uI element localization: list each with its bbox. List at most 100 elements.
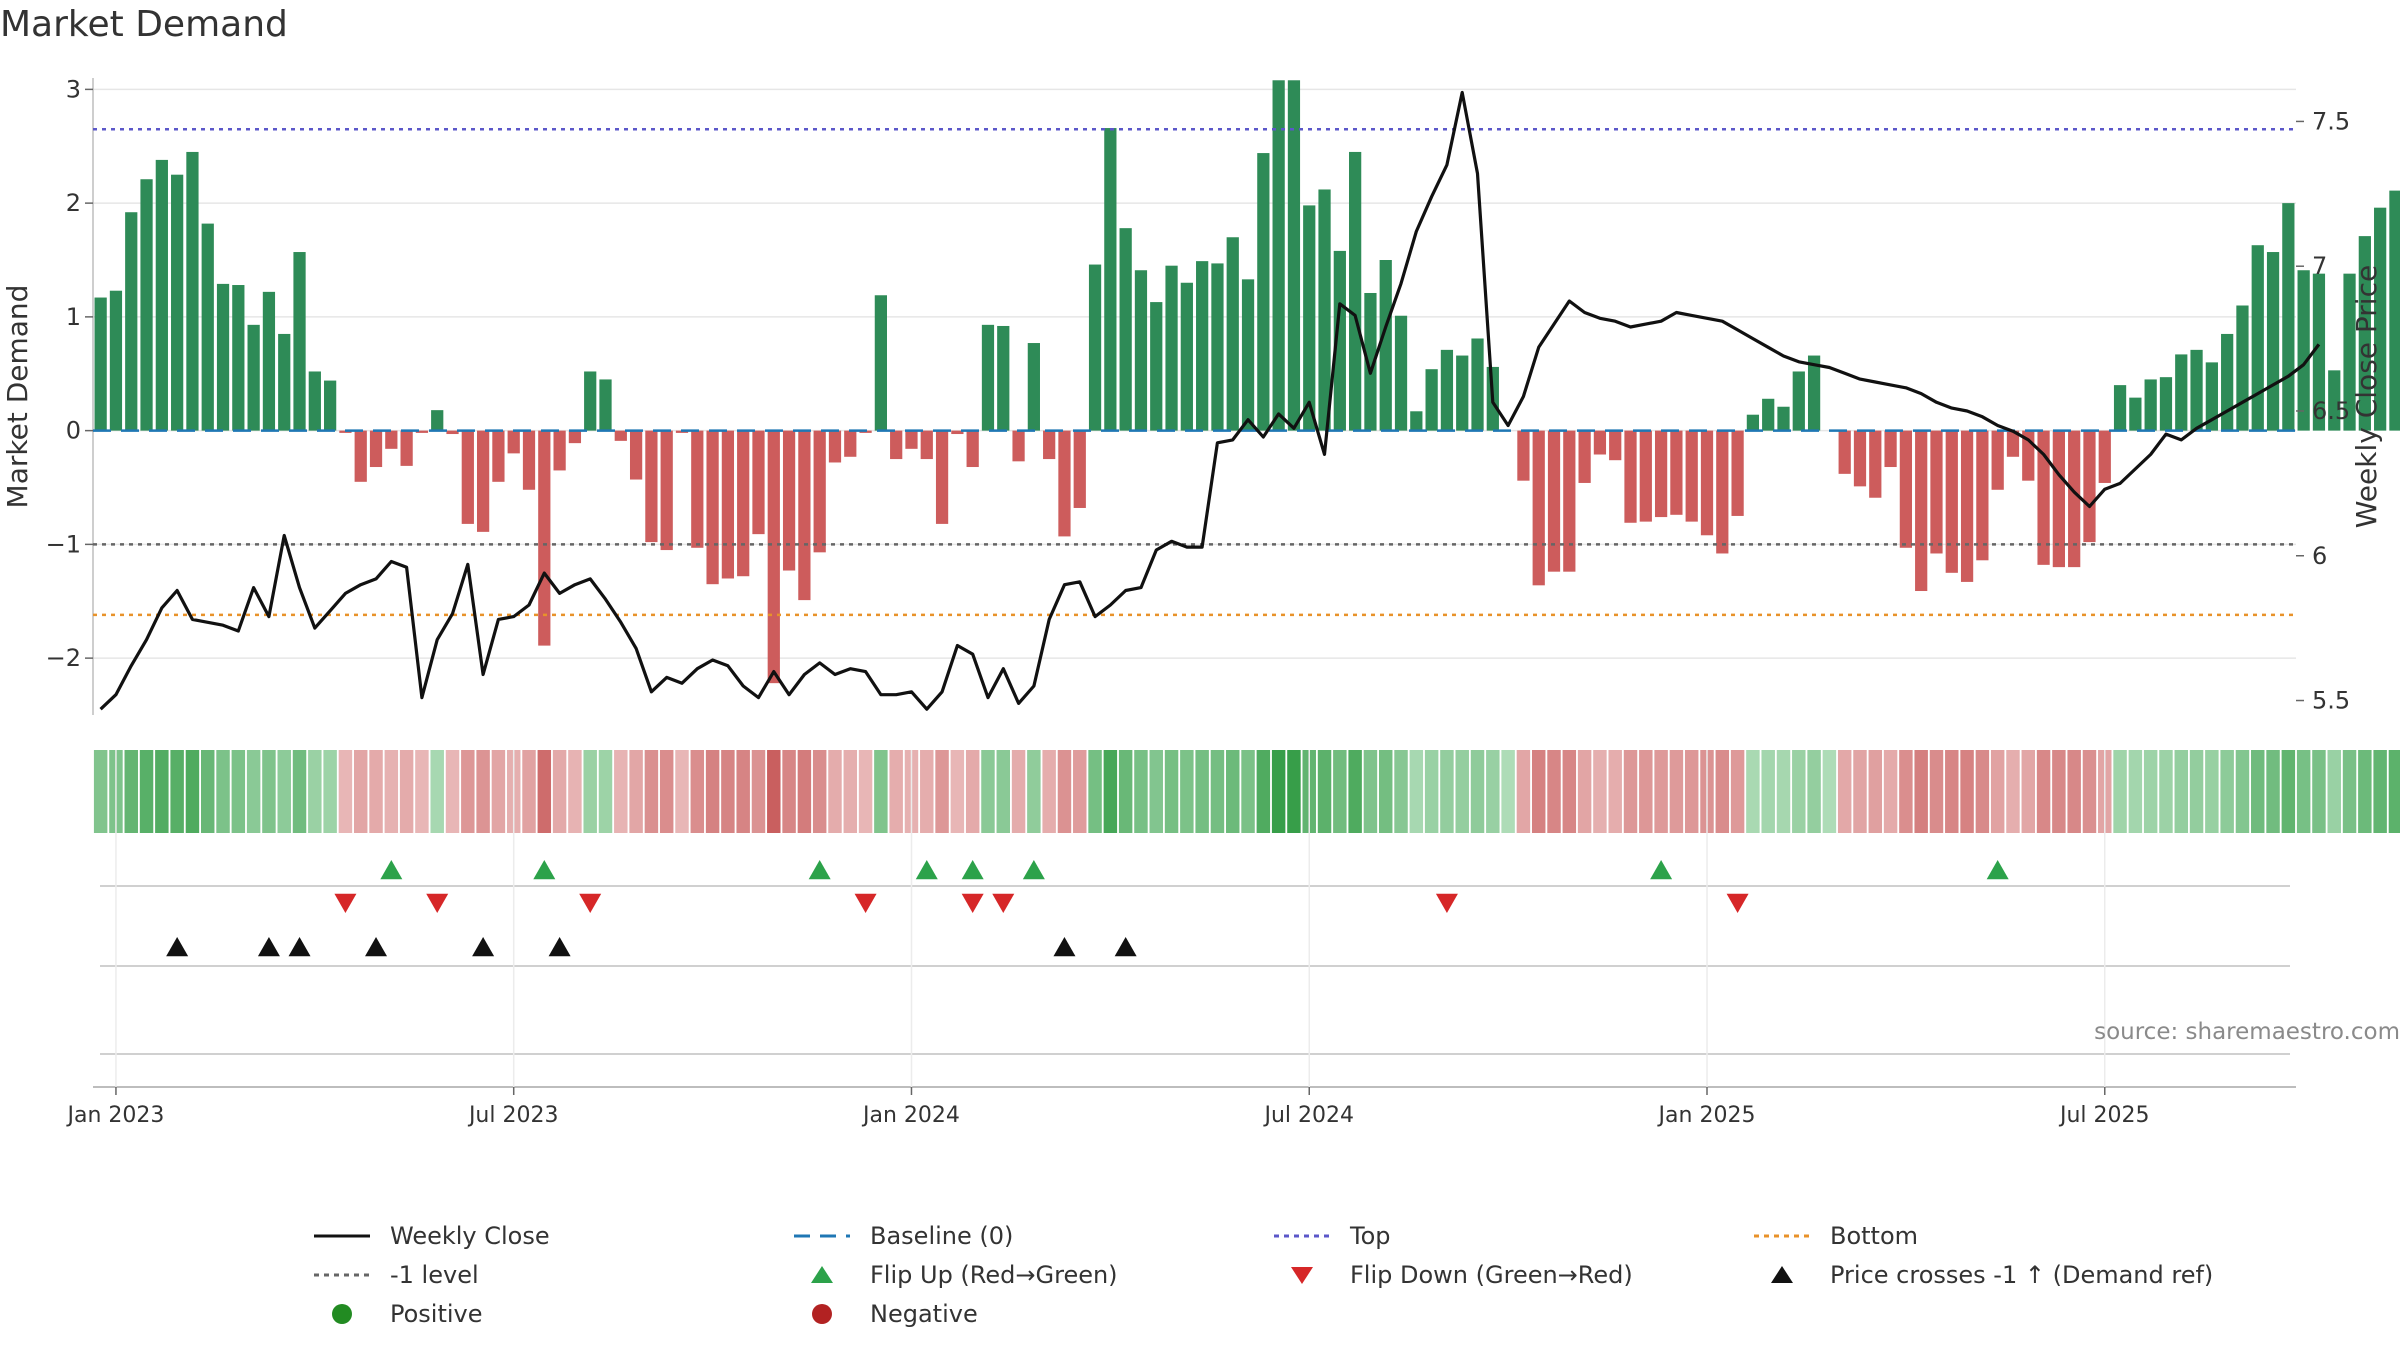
heat-strip-cell xyxy=(1379,750,1393,833)
price-cross-marker xyxy=(166,937,189,957)
heat-strip-cell xyxy=(1761,750,1775,833)
right-tick-label: 7 xyxy=(2312,252,2327,280)
heat-strip-cell xyxy=(1486,750,1500,833)
right-tick-label: 6.5 xyxy=(2312,397,2350,425)
heat-strip-cell xyxy=(308,750,322,833)
positive-demand-bar xyxy=(599,379,612,431)
negative-demand-bar xyxy=(1960,430,1974,582)
positive-demand-bar xyxy=(1762,398,1775,431)
flip-up-marker xyxy=(1022,860,1045,880)
heat-strip-cell xyxy=(2220,750,2234,833)
negative-demand-bar xyxy=(798,430,811,601)
positive-demand-bar xyxy=(1257,153,1270,431)
flip-up-marker xyxy=(808,860,831,880)
positive-demand-bar xyxy=(1410,411,1423,431)
left-tick-label: 2 xyxy=(66,189,81,217)
negative-demand-bar xyxy=(1012,430,1025,462)
positive-demand-bar xyxy=(2343,273,2356,431)
x-tick-label: Jan 2024 xyxy=(861,1103,960,1128)
heat-strip-cell xyxy=(2373,750,2387,833)
heat-strip-cell xyxy=(675,750,689,833)
positive-demand-bar xyxy=(997,325,1010,431)
positive-demand-bar xyxy=(874,295,887,431)
right-tick-label: 5.5 xyxy=(2312,687,2350,715)
positive-demand-bar xyxy=(171,174,184,431)
positive-demand-bar xyxy=(1287,80,1301,431)
negative-demand-bar xyxy=(890,430,903,460)
negative-demand-bar xyxy=(1915,430,1928,592)
left-axis-title: Market Demand xyxy=(1,285,34,509)
flip-up-marker xyxy=(915,860,938,880)
positive-demand-bar xyxy=(1440,349,1454,431)
negative-demand-bar xyxy=(415,430,429,433)
positive-demand-bar xyxy=(1088,264,1102,431)
negative-demand-bar xyxy=(1639,430,1652,522)
heat-strip-cell xyxy=(1684,750,1699,833)
negative-demand-bar xyxy=(354,430,367,482)
positive-demand-bar xyxy=(431,410,444,431)
positive-demand-bar xyxy=(1364,292,1377,431)
negative-demand-bar xyxy=(476,430,490,532)
negative-demand-bar xyxy=(1884,430,1897,468)
positive-demand-bar xyxy=(1807,355,1821,431)
negative-demand-bar xyxy=(782,430,796,571)
heat-strip-cell xyxy=(445,750,460,833)
heat-strip-cell xyxy=(1440,750,1454,833)
heat-strip-cell xyxy=(323,750,337,833)
positive-demand-bar xyxy=(278,333,291,431)
negative-demand-bar xyxy=(1976,430,1989,561)
negative-demand-bar xyxy=(2083,430,2096,543)
negative-demand-bar xyxy=(920,430,933,460)
positive-demand-bar xyxy=(1027,343,1040,431)
heat-strip-cell xyxy=(1118,750,1133,833)
chart-title: Market Demand xyxy=(0,4,288,45)
heat-strip-cell xyxy=(828,750,842,833)
heat-strip-cell xyxy=(797,750,812,833)
heat-strip-cell xyxy=(369,750,383,833)
negative-demand-bar xyxy=(369,430,383,468)
heat-strip-cell xyxy=(292,750,307,833)
heat-strip-cell xyxy=(1669,750,1684,833)
negative-demand-bar xyxy=(935,430,949,524)
heat-strip-cell xyxy=(415,750,429,833)
positive-demand-bar xyxy=(2266,252,2280,431)
heat-strip-cell xyxy=(1807,750,1821,833)
heat-strip-cell xyxy=(2358,750,2372,833)
heat-strip-cell xyxy=(705,750,720,833)
heat-strip-cell xyxy=(2251,750,2265,833)
negative-demand-bar xyxy=(844,430,857,457)
positive-demand-bar xyxy=(324,380,337,431)
x-tick-label: Jan 2023 xyxy=(65,1103,164,1128)
positive-demand-bar xyxy=(1318,189,1331,431)
negative-demand-bar xyxy=(1547,430,1561,572)
negative-demand-bar xyxy=(828,430,842,463)
heat-strip-cell xyxy=(201,750,215,833)
heat-strip-cell xyxy=(2128,750,2143,833)
heat-strip-cell xyxy=(1929,750,1944,833)
main-plot-area: 3 2 1 0 −1 −2 7.5 7 6.5 6 5.5 Market Demand Weekly C… xyxy=(1,75,2400,715)
positive-demand-bar xyxy=(1150,302,1163,431)
heat-strip-cell xyxy=(583,750,597,833)
positive-demand-bar xyxy=(584,371,597,431)
heat-strip-cell xyxy=(2143,750,2158,833)
positive-demand-bar xyxy=(1165,265,1178,431)
positive-demand-bar xyxy=(2389,190,2400,431)
heat-strip-cell xyxy=(155,750,169,833)
positive-demand-bar xyxy=(2251,245,2264,431)
negative-demand-bar xyxy=(446,430,459,435)
heat-strip-cell xyxy=(552,750,567,833)
positive-demand-bar xyxy=(2282,203,2295,431)
positive-demand-bar xyxy=(1333,250,1346,431)
flip-up-marker xyxy=(1986,860,2009,880)
heat-strip-cell xyxy=(950,750,965,833)
negative-demand-bar xyxy=(1563,430,1576,572)
positive-demand-bar xyxy=(109,290,123,431)
positive-demand-bar xyxy=(1746,414,1760,431)
heat-strip-cell xyxy=(476,750,490,833)
heat-strip-cell xyxy=(2036,750,2051,833)
heat-strip-cell xyxy=(1960,750,1974,833)
heat-strip-cell xyxy=(185,750,200,833)
left-tick-label: −2 xyxy=(46,644,81,672)
positive-demand-bar xyxy=(1379,260,1392,431)
heat-strip-cell xyxy=(522,750,536,833)
